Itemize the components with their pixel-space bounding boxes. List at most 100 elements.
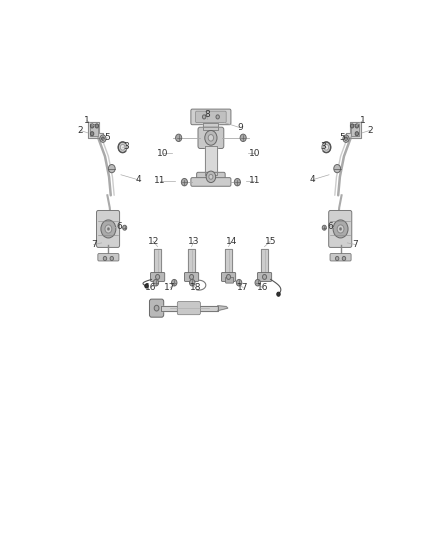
Circle shape [101, 220, 116, 238]
Polygon shape [88, 122, 103, 138]
Text: 6: 6 [117, 222, 122, 231]
Circle shape [95, 124, 99, 128]
FancyBboxPatch shape [177, 302, 200, 314]
FancyBboxPatch shape [226, 277, 233, 283]
Text: 17: 17 [164, 283, 176, 292]
Polygon shape [346, 122, 361, 138]
FancyBboxPatch shape [222, 272, 236, 281]
Text: 3: 3 [320, 142, 326, 150]
FancyBboxPatch shape [196, 111, 226, 123]
Circle shape [322, 142, 331, 152]
Text: 7: 7 [353, 240, 358, 249]
FancyBboxPatch shape [191, 177, 231, 186]
FancyBboxPatch shape [151, 272, 165, 281]
FancyBboxPatch shape [96, 211, 120, 247]
Circle shape [172, 279, 177, 286]
Text: 17: 17 [237, 283, 249, 292]
Text: 16: 16 [257, 283, 268, 292]
Polygon shape [351, 124, 359, 136]
FancyBboxPatch shape [330, 254, 351, 261]
Circle shape [255, 279, 261, 286]
Circle shape [102, 137, 104, 140]
Circle shape [234, 179, 240, 186]
FancyBboxPatch shape [258, 272, 272, 281]
Polygon shape [203, 123, 219, 130]
Text: 1: 1 [360, 116, 366, 125]
Circle shape [216, 115, 219, 119]
Text: 11: 11 [154, 176, 166, 185]
Circle shape [343, 135, 349, 142]
Text: 6: 6 [328, 222, 333, 231]
Circle shape [103, 256, 107, 261]
FancyBboxPatch shape [149, 299, 164, 317]
Circle shape [350, 124, 354, 128]
Circle shape [206, 171, 215, 183]
Circle shape [237, 279, 242, 286]
Text: 8: 8 [204, 109, 210, 118]
Circle shape [322, 225, 326, 230]
Circle shape [181, 179, 187, 186]
Text: 13: 13 [188, 237, 200, 246]
Text: 1: 1 [84, 116, 90, 125]
Text: 5: 5 [340, 133, 346, 142]
Circle shape [105, 225, 112, 233]
Circle shape [118, 142, 127, 152]
Circle shape [324, 144, 328, 150]
Text: 11: 11 [249, 176, 260, 185]
Polygon shape [261, 249, 268, 274]
Circle shape [355, 132, 359, 136]
Circle shape [123, 225, 127, 230]
Circle shape [209, 174, 213, 179]
Circle shape [153, 279, 159, 286]
Circle shape [202, 115, 206, 119]
Text: 5: 5 [105, 133, 110, 142]
Text: 2: 2 [367, 126, 373, 135]
Circle shape [154, 305, 159, 311]
Polygon shape [90, 124, 98, 136]
Circle shape [334, 165, 341, 173]
Polygon shape [161, 306, 218, 311]
Text: 2: 2 [78, 126, 83, 135]
Circle shape [226, 274, 230, 279]
Circle shape [190, 279, 195, 286]
Polygon shape [218, 306, 228, 311]
Text: 18: 18 [190, 283, 201, 292]
Circle shape [176, 134, 182, 142]
Circle shape [339, 228, 342, 230]
Circle shape [108, 165, 115, 173]
Circle shape [110, 256, 113, 261]
Text: 4: 4 [310, 175, 315, 184]
Circle shape [155, 274, 159, 279]
Circle shape [355, 124, 359, 128]
Circle shape [190, 274, 194, 279]
Circle shape [342, 256, 346, 261]
Circle shape [90, 124, 94, 128]
Circle shape [345, 137, 347, 140]
Circle shape [240, 134, 246, 142]
Circle shape [120, 144, 125, 150]
Text: 10: 10 [249, 149, 261, 158]
Text: 16: 16 [145, 283, 156, 292]
Text: 3: 3 [123, 142, 129, 150]
Circle shape [208, 134, 214, 141]
Text: 7: 7 [91, 240, 97, 249]
Circle shape [277, 292, 280, 296]
FancyBboxPatch shape [197, 172, 225, 181]
Circle shape [336, 256, 339, 261]
Text: 9: 9 [237, 123, 243, 132]
Circle shape [100, 135, 106, 142]
Circle shape [205, 131, 217, 145]
Circle shape [107, 228, 110, 230]
Polygon shape [154, 249, 161, 274]
Polygon shape [225, 249, 232, 274]
Polygon shape [188, 249, 195, 274]
FancyBboxPatch shape [98, 254, 119, 261]
FancyBboxPatch shape [191, 109, 231, 125]
FancyBboxPatch shape [328, 211, 352, 247]
Circle shape [262, 274, 267, 279]
FancyBboxPatch shape [198, 127, 224, 149]
Circle shape [145, 284, 148, 288]
FancyBboxPatch shape [184, 272, 199, 281]
Circle shape [90, 132, 94, 136]
Text: 12: 12 [148, 237, 159, 246]
